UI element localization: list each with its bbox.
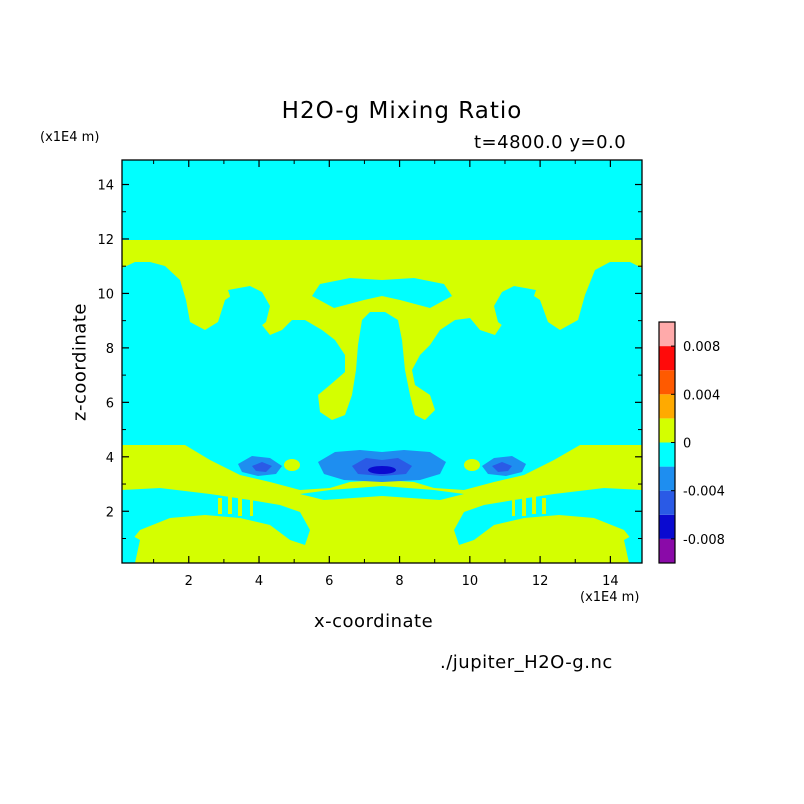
contour-fill-lower-cyan-band-right bbox=[454, 488, 642, 548]
contour-field bbox=[122, 160, 642, 563]
x-tick-label: 14 bbox=[602, 574, 619, 589]
colorbar-tick-label: -0.008 bbox=[683, 533, 725, 548]
colorbar-swatch bbox=[659, 418, 675, 443]
contour-fill-upper-gap-left bbox=[228, 286, 270, 330]
x-tick-label: 6 bbox=[325, 574, 333, 589]
colorbar-swatch bbox=[659, 370, 675, 395]
x-tick-label: 8 bbox=[395, 574, 403, 589]
y-tick-label: 8 bbox=[106, 342, 114, 357]
chart-subtitle: t=4800.0 y=0.0 bbox=[474, 132, 627, 153]
colorbar: 0.008 0.004 0 -0.004 -0.008 bbox=[658, 321, 725, 564]
contour-fill-lower-cyan-corner-left bbox=[122, 530, 140, 563]
colorbar-swatch bbox=[659, 394, 675, 419]
colorbar-swatch bbox=[659, 538, 675, 563]
x-axis-label: x-coordinate bbox=[314, 611, 434, 632]
y-tick-label: 2 bbox=[106, 505, 114, 520]
colorbar-swatch bbox=[659, 442, 675, 467]
contour-fill-neg-dark-center bbox=[368, 466, 396, 474]
x-axis-unit: (x1E4 m) bbox=[580, 590, 640, 605]
y-axis-unit: (x1E4 m) bbox=[40, 130, 100, 145]
contour-fill-neg-mid-right bbox=[492, 462, 512, 472]
contour-fill-lower-cyan-center bbox=[300, 486, 464, 500]
x-tick-label: 10 bbox=[462, 574, 479, 589]
contour-fill-upper-gap-right bbox=[494, 286, 536, 330]
colorbar-tick-label: 0.004 bbox=[683, 388, 720, 403]
axis-ticks: 2 4 6 8 10 12 14 2 4 6 8 10 12 14 bbox=[97, 160, 642, 589]
colorbar-tick-label: 0.008 bbox=[683, 340, 720, 355]
contour-fill-lower-cyan-band-left bbox=[122, 488, 310, 548]
contour-fill-neg-mid-left bbox=[252, 462, 272, 472]
colorbar-tick-label: 0 bbox=[683, 437, 691, 452]
chart-title: H2O-g Mixing Ratio bbox=[281, 98, 523, 124]
colorbar-swatch bbox=[659, 322, 675, 347]
source-filename: ./jupiter_H2O-g.nc bbox=[440, 652, 613, 673]
y-tick-label: 12 bbox=[97, 233, 114, 248]
y-tick-label: 10 bbox=[97, 287, 114, 302]
x-tick-label: 12 bbox=[532, 574, 549, 589]
contour-fill-upper-gap-center bbox=[312, 278, 452, 308]
contour-fill-upper-yellow bbox=[122, 240, 642, 420]
contour-fill-blob-left bbox=[284, 459, 300, 471]
contour-fill-lower-cyan-corner-right bbox=[624, 530, 642, 563]
colorbar-swatch bbox=[659, 490, 675, 515]
contour-fill-lower-yellow bbox=[122, 445, 642, 563]
y-tick-label: 6 bbox=[106, 396, 114, 411]
y-tick-label: 14 bbox=[97, 179, 114, 194]
colorbar-swatch bbox=[659, 514, 675, 539]
y-tick-label: 4 bbox=[106, 451, 114, 466]
plot-frame bbox=[121, 159, 643, 564]
contour-fill-lower-streaks bbox=[218, 496, 546, 516]
colorbar-swatch bbox=[659, 346, 675, 371]
x-tick-label: 4 bbox=[255, 574, 263, 589]
colorbar-tick-label: -0.004 bbox=[683, 485, 725, 500]
x-tick-label: 2 bbox=[185, 574, 193, 589]
colorbar-swatch bbox=[659, 466, 675, 491]
contour-fill-blob-right bbox=[464, 459, 480, 471]
